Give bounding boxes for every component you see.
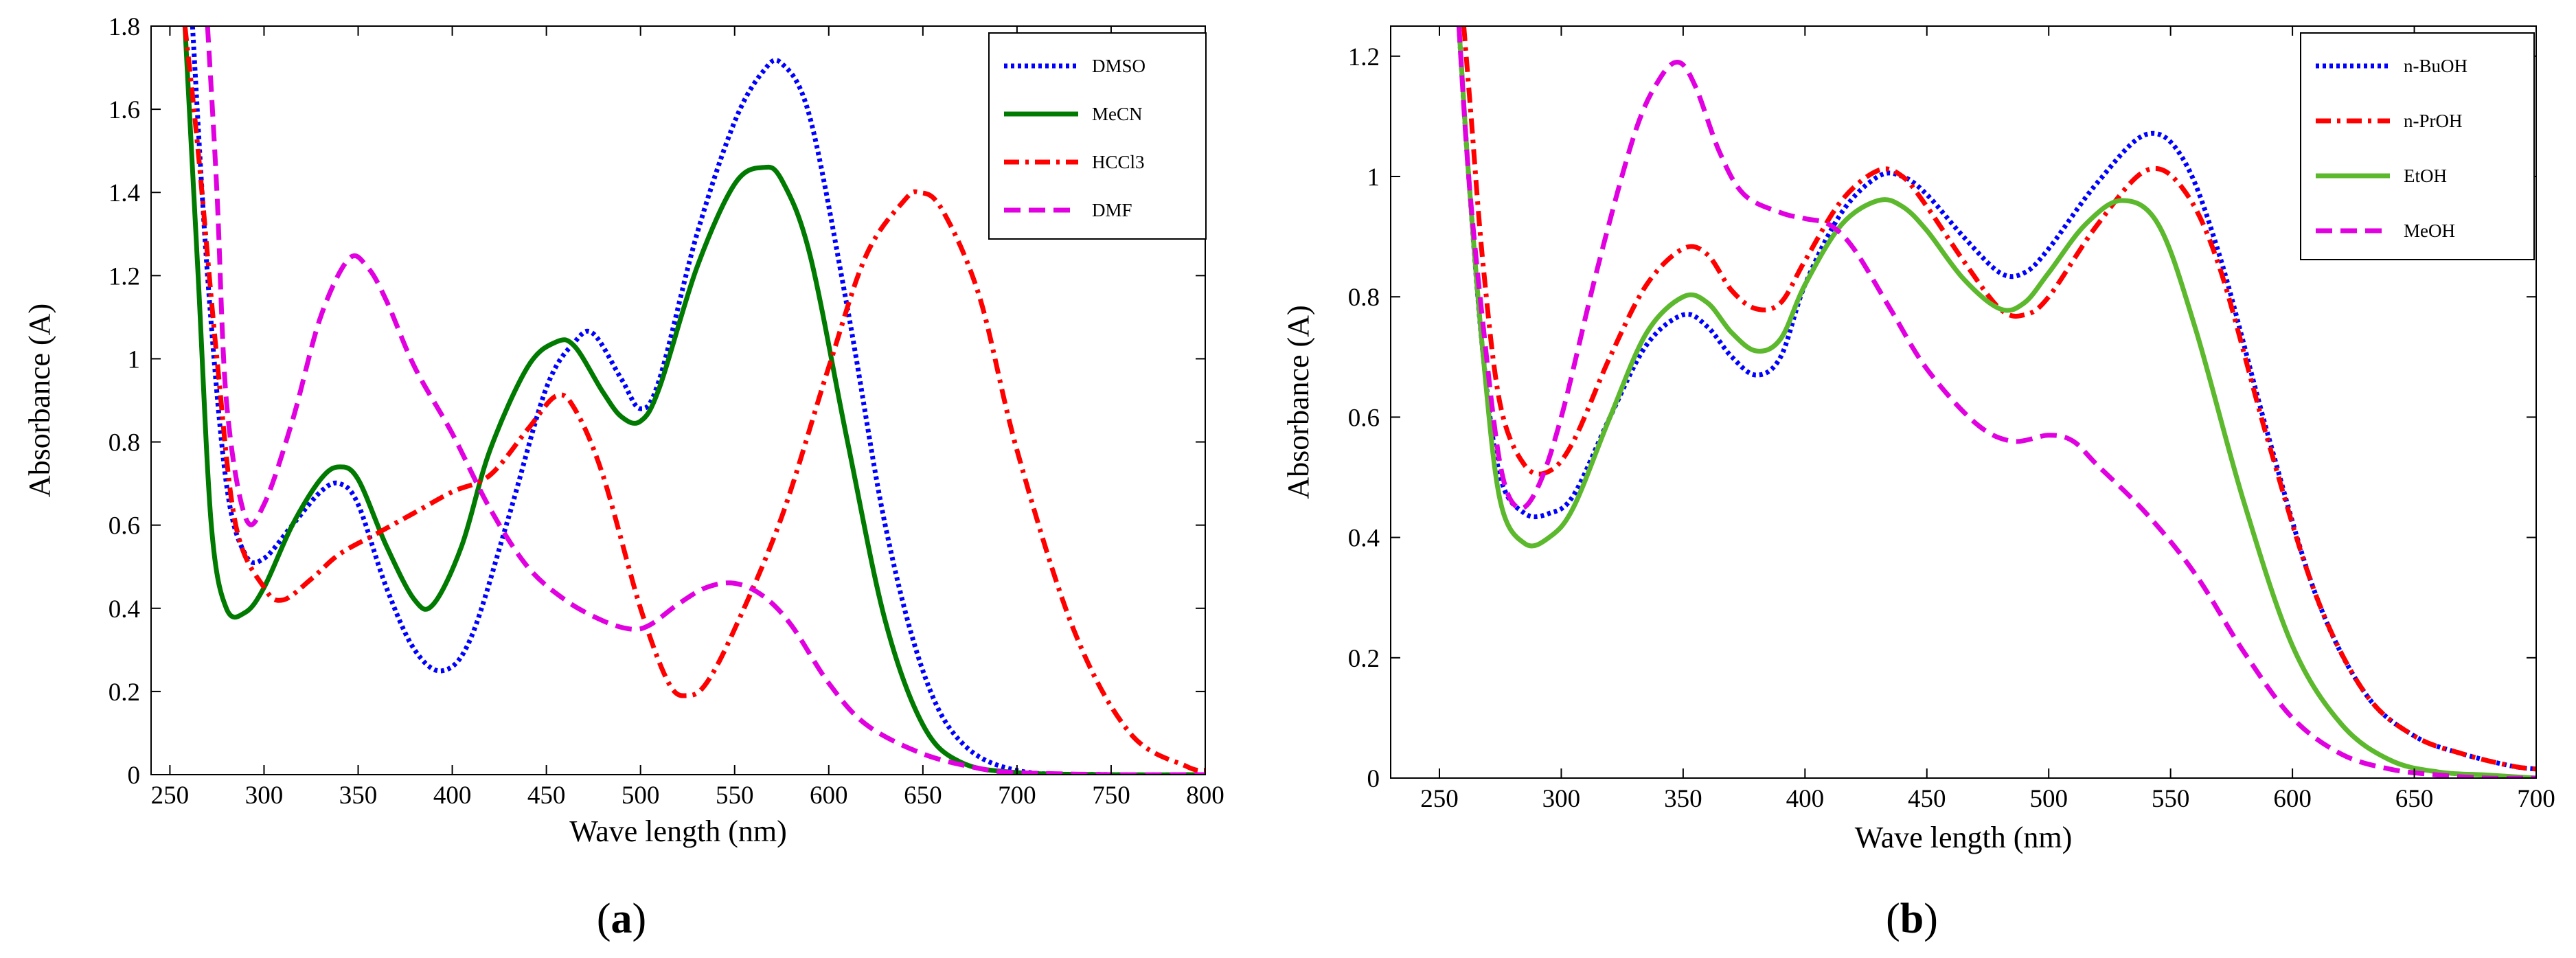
x-tick-label: 800	[1186, 782, 1224, 810]
chart-panel-b: 250 300 350 400 450 500 550 600 650 700 0 0.2 0.4 0.6…	[1281, 25, 2555, 942]
y-tick-label: 1.8	[109, 13, 140, 41]
series-line-mecn	[182, 26, 1205, 775]
panel-label: (b)	[1886, 896, 1938, 942]
legend-label: n-PrOH	[2404, 111, 2463, 131]
legend-label: EtOH	[2404, 166, 2447, 186]
y-tick-label: 0.4	[109, 595, 140, 624]
panel-label: (a)	[597, 896, 646, 942]
legend-label: DMSO	[1092, 56, 1145, 76]
panel-paren-open: (	[597, 896, 611, 942]
series-line-etoh	[1456, 26, 2536, 778]
series-line-dmso	[190, 26, 1205, 775]
x-tick-label: 600	[810, 782, 848, 810]
x-tick-label: 250	[151, 782, 190, 810]
legend-label: n-BuOH	[2404, 56, 2467, 76]
legend-label: MeOH	[2404, 220, 2455, 241]
series-line-dmf	[205, 26, 1205, 775]
x-tick-label: 450	[527, 782, 566, 810]
y-tick-label: 0.2	[1348, 645, 1380, 673]
series-line-meoh	[1456, 26, 2536, 778]
y-axis-label: Absorbance (A)	[1281, 305, 1315, 499]
y-tick-label: 0.8	[109, 429, 140, 457]
legend-label: HCCl3	[1092, 152, 1145, 172]
x-tick-label: 750	[1092, 782, 1130, 810]
x-tick-label: 300	[245, 782, 284, 810]
legend-box	[2300, 32, 2535, 260]
x-axis-label: Wave length (nm)	[569, 814, 787, 848]
x-tick-label: 300	[1542, 785, 1581, 813]
x-tick-label: 550	[2152, 785, 2190, 813]
y-tick-label: 1	[1367, 163, 1380, 192]
y-tick-label: 1.6	[109, 96, 140, 124]
y-tick-label: 1	[128, 345, 141, 374]
panel-letter: a	[611, 896, 632, 942]
legend: n-BuOH n-PrOH EtOH MeOH	[2300, 32, 2535, 260]
x-tick-label: 700	[998, 782, 1036, 810]
panel-paren-close: )	[1924, 896, 1938, 942]
series-line-hccl3	[182, 26, 1205, 773]
panel-paren-close: )	[632, 896, 647, 942]
legend-label: MeCN	[1092, 104, 1143, 124]
x-tick-label: 650	[904, 782, 942, 810]
x-tick-label: 250	[1420, 785, 1459, 813]
plot-frame	[1390, 25, 2537, 779]
x-tick-label: 500	[2029, 785, 2068, 813]
x-tick-label: 400	[433, 782, 472, 810]
x-tick-label: 350	[1664, 785, 1702, 813]
plot-frame	[150, 25, 1206, 775]
y-tick-label: 0.2	[109, 678, 140, 707]
x-tick-label: 500	[622, 782, 660, 810]
y-axis-label: Absorbance (A)	[23, 304, 56, 497]
x-tick-label: 650	[2395, 785, 2434, 813]
x-tick-label: 550	[716, 782, 754, 810]
y-tick-label: 0	[1367, 765, 1380, 793]
x-tick-label: 450	[1908, 785, 1946, 813]
panel-letter: b	[1900, 896, 1924, 942]
y-tick-label: 0.4	[1348, 525, 1380, 553]
y-tick-label: 1.4	[109, 179, 140, 207]
x-tick-label: 400	[1786, 785, 1825, 813]
y-tick-label: 1.2	[1348, 43, 1380, 71]
x-tick-label: 350	[339, 782, 378, 810]
y-tick-label: 1.2	[109, 262, 140, 290]
y-tick-label: 0.8	[1348, 284, 1380, 312]
x-tick-label: 600	[2273, 785, 2312, 813]
panel-paren-open: (	[1886, 896, 1900, 942]
chart-panel-a: 250 300 350 400 450 500 550 600 650 700 750 800 0 0.2…	[23, 13, 1224, 942]
x-axis-label: Wave length (nm)	[1855, 821, 2073, 854]
y-tick-label: 0.6	[1348, 404, 1380, 432]
legend-label: DMF	[1092, 200, 1132, 220]
y-tick-label: 0	[128, 762, 141, 790]
x-tick-label: 700	[2517, 785, 2555, 813]
legend: DMSO MeCN HCCl3 DMF	[988, 32, 1207, 240]
y-tick-label: 0.6	[109, 512, 140, 540]
